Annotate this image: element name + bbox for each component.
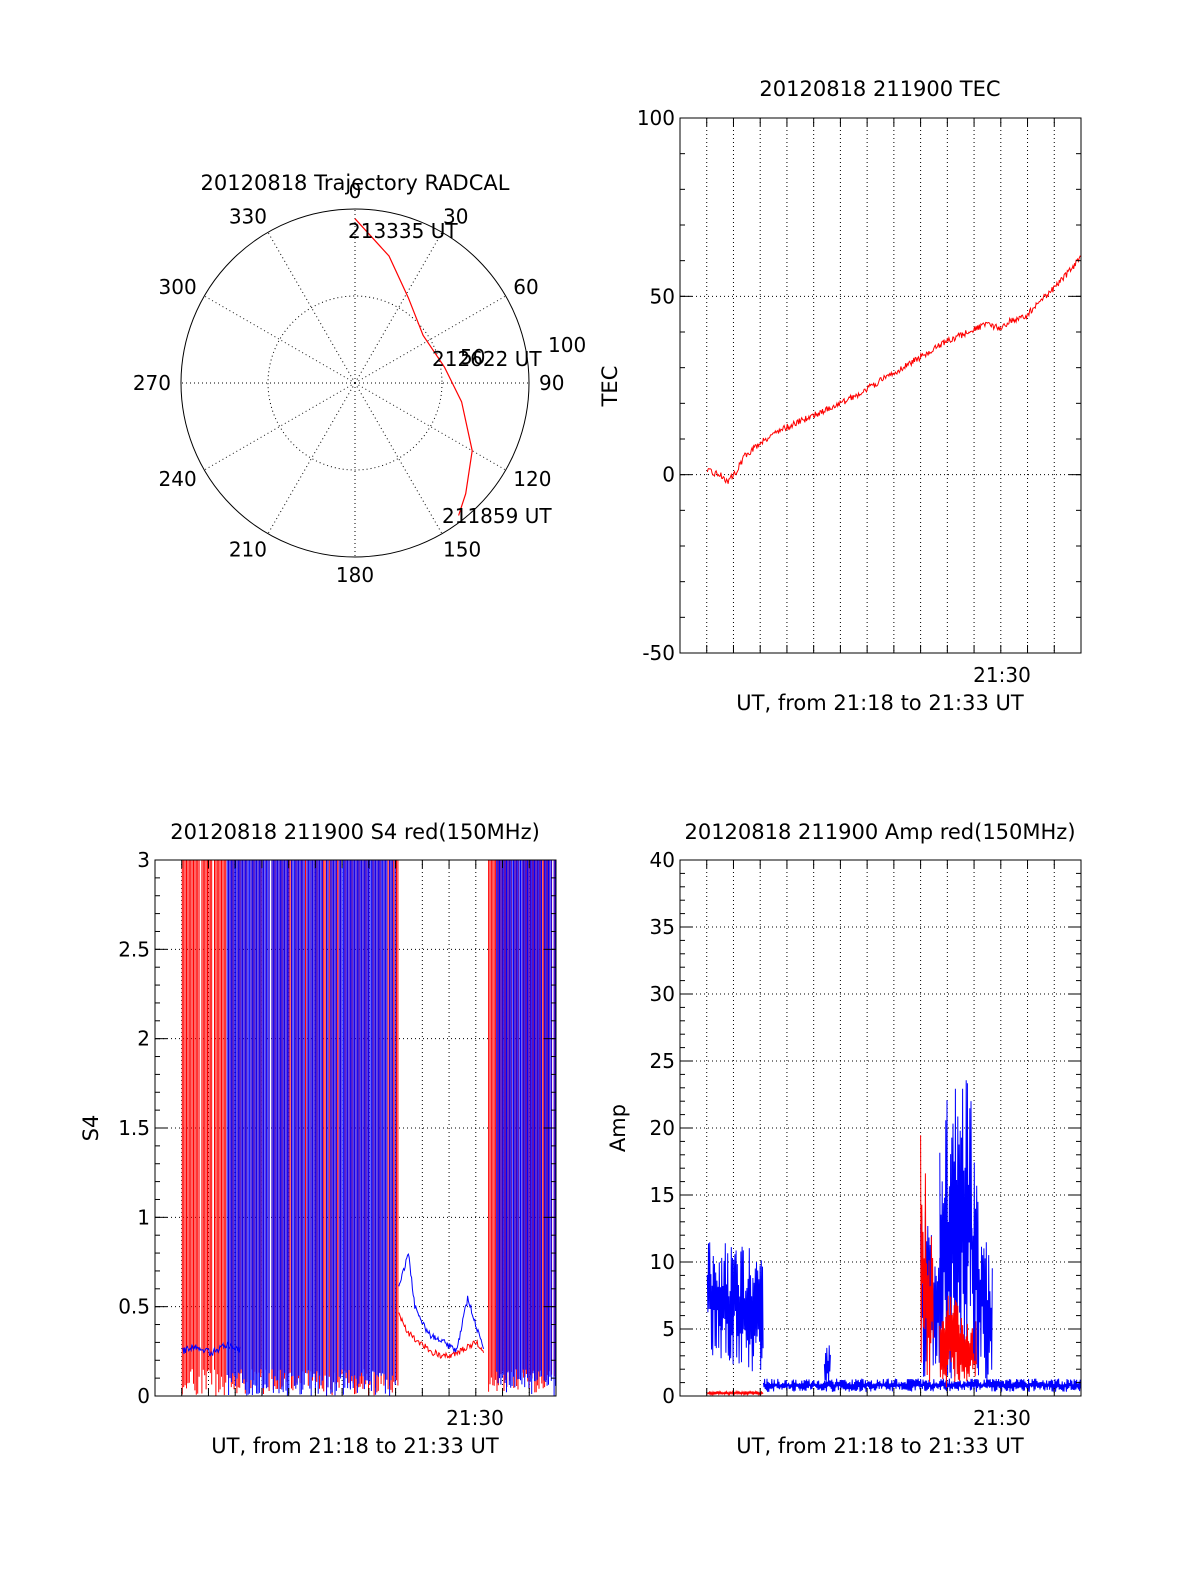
amp-y-ticks: 0 5 10 15 20 25 30 35 40 — [650, 848, 1081, 1408]
s4-panel: 20120818 211900 S4 red(150MHz) 0 0.5 1 1.5 2… — [79, 820, 557, 1458]
s4-y-tick-label: 1.5 — [118, 1116, 150, 1140]
amp-y-tick-label: 25 — [650, 1049, 675, 1073]
amp-y-tick-label: 15 — [650, 1183, 675, 1207]
tec-y-tick-label: 50 — [650, 284, 675, 308]
annotation-start-time: 211859 UT — [442, 504, 552, 528]
s4-series-2 — [398, 1252, 485, 1354]
s4-x-ticks — [181, 860, 530, 1396]
polar-title: 20120818 Trajectory RADCAL — [201, 171, 510, 195]
s4-y-tick-label: 2.5 — [118, 937, 150, 961]
tec-grid — [680, 118, 1081, 653]
tec-series-0 — [706, 255, 1082, 484]
azimuth-label-270: 270 — [133, 371, 171, 395]
polar-spoke — [267, 382, 356, 534]
azimuth-label-210: 210 — [229, 537, 267, 561]
s4-y-ticks: 0 0.5 1 1.5 2 2.5 3 — [118, 848, 556, 1408]
azimuth-label-300: 300 — [159, 275, 197, 299]
polar-grid — [181, 209, 529, 557]
amp-envelope-2 — [823, 1345, 831, 1388]
tec-data — [706, 255, 1082, 484]
annotation-mid-time: 212622 UT — [432, 347, 542, 371]
polar-spoke — [267, 232, 356, 384]
polar-spoke — [354, 382, 443, 534]
polar-ring-50 — [267, 295, 443, 471]
s4-x-tick-label: 21:30 — [446, 1406, 504, 1430]
tec-y-tick-label: 0 — [662, 463, 675, 487]
amp-y-tick-label: 20 — [650, 1116, 675, 1140]
s4-x-axis-label: UT, from 21:18 to 21:33 UT — [211, 1434, 499, 1458]
polar-spoke — [354, 382, 506, 471]
tec-y-axis-label: TEC — [598, 366, 622, 408]
amp-envelope-8 — [971, 1162, 993, 1387]
amp-envelope-1 — [762, 1378, 1082, 1392]
amp-envelope-7 — [939, 1295, 977, 1388]
tec-x-tick-label: 21:30 — [973, 663, 1031, 687]
s4-y-tick-label: 1 — [137, 1205, 150, 1229]
amp-envelope-6 — [939, 1080, 973, 1379]
azimuth-label-90: 90 — [539, 371, 564, 395]
azimuth-label-240: 240 — [159, 467, 197, 491]
trajectory-line — [354, 218, 473, 516]
amp-y-tick-label: 40 — [650, 848, 675, 872]
amp-y-tick-label: 30 — [650, 982, 675, 1006]
s4-y-axis-label: S4 — [79, 1115, 103, 1142]
azimuth-label-30: 30 — [443, 205, 468, 229]
azimuth-label-330: 330 — [229, 205, 267, 229]
s4-y-tick-label: 0.5 — [118, 1295, 150, 1319]
s4-saturated-band-3 — [496, 860, 556, 1396]
amp-x-tick-label: 21:30 — [973, 1406, 1031, 1430]
azimuth-label-0: 0 — [349, 179, 362, 203]
s4-title: 20120818 211900 S4 red(150MHz) — [170, 820, 540, 844]
amp-x-ticks — [706, 860, 1055, 1396]
amp-y-axis-label: Amp — [606, 1104, 630, 1152]
ring-label-50: 50 — [460, 345, 485, 369]
tec-x-axis-label: UT, from 21:18 to 21:33 UT — [736, 691, 1024, 715]
polar-spoke — [354, 232, 443, 384]
amp-envelope-4 — [920, 1211, 941, 1377]
s4-series-1 — [398, 1312, 485, 1359]
ring-label-100: 100 — [548, 333, 586, 357]
polar-trajectory-panel: 20120818 Trajectory RADCAL 0 30 60 90 120 150… — [133, 171, 586, 587]
tec-panel: 20120818 211900 TEC -50 0 50 100 21:30 UT, … — [598, 77, 1082, 715]
tec-y-tick-label: -50 — [642, 641, 675, 665]
s4-y-tick-label: 0 — [137, 1384, 150, 1408]
tec-x-ticks — [706, 118, 1055, 653]
azimuth-label-60: 60 — [513, 275, 538, 299]
amp-data — [706, 1080, 1082, 1397]
azimuth-label-150: 150 — [443, 537, 481, 561]
annotation-end-time: 213335 UT — [348, 219, 458, 243]
amp-title: 20120818 211900 Amp red(150MHz) — [684, 820, 1075, 844]
tec-y-ticks: -50 0 50 100 — [637, 106, 1081, 665]
amp-y-tick-label: 5 — [662, 1317, 675, 1341]
amp-x-axis-label: UT, from 21:18 to 21:33 UT — [736, 1434, 1024, 1458]
amp-envelope-5 — [920, 1135, 934, 1382]
amp-y-tick-label: 0 — [662, 1384, 675, 1408]
polar-outer-ring — [180, 208, 530, 558]
s4-y-tick-label: 3 — [137, 848, 150, 872]
amp-panel: 20120818 211900 Amp red(150MHz) 0 5 10 15 20… — [606, 820, 1082, 1458]
amp-envelope-0 — [706, 1242, 764, 1372]
s4-series-0 — [182, 1341, 241, 1357]
polar-spoke — [204, 295, 356, 384]
amp-y-tick-label: 35 — [650, 915, 675, 939]
azimuth-label-180: 180 — [336, 563, 374, 587]
s4-data — [181, 860, 557, 1396]
s4-saturated-band-1 — [226, 860, 396, 1396]
tec-y-tick-label: 100 — [637, 106, 675, 130]
s4-y-tick-label: 2 — [137, 1027, 150, 1051]
azimuth-label-120: 120 — [513, 467, 551, 491]
amp-envelope-3 — [706, 1389, 764, 1397]
polar-azimuth-labels: 0 30 60 90 120 150 180 210 240 270 300 330 — [133, 179, 565, 587]
polar-spoke — [204, 382, 356, 471]
tec-title: 20120818 211900 TEC — [759, 77, 1000, 101]
polar-spoke — [354, 295, 506, 384]
amp-y-tick-label: 10 — [650, 1250, 675, 1274]
tec-plot-frame — [679, 117, 1082, 654]
